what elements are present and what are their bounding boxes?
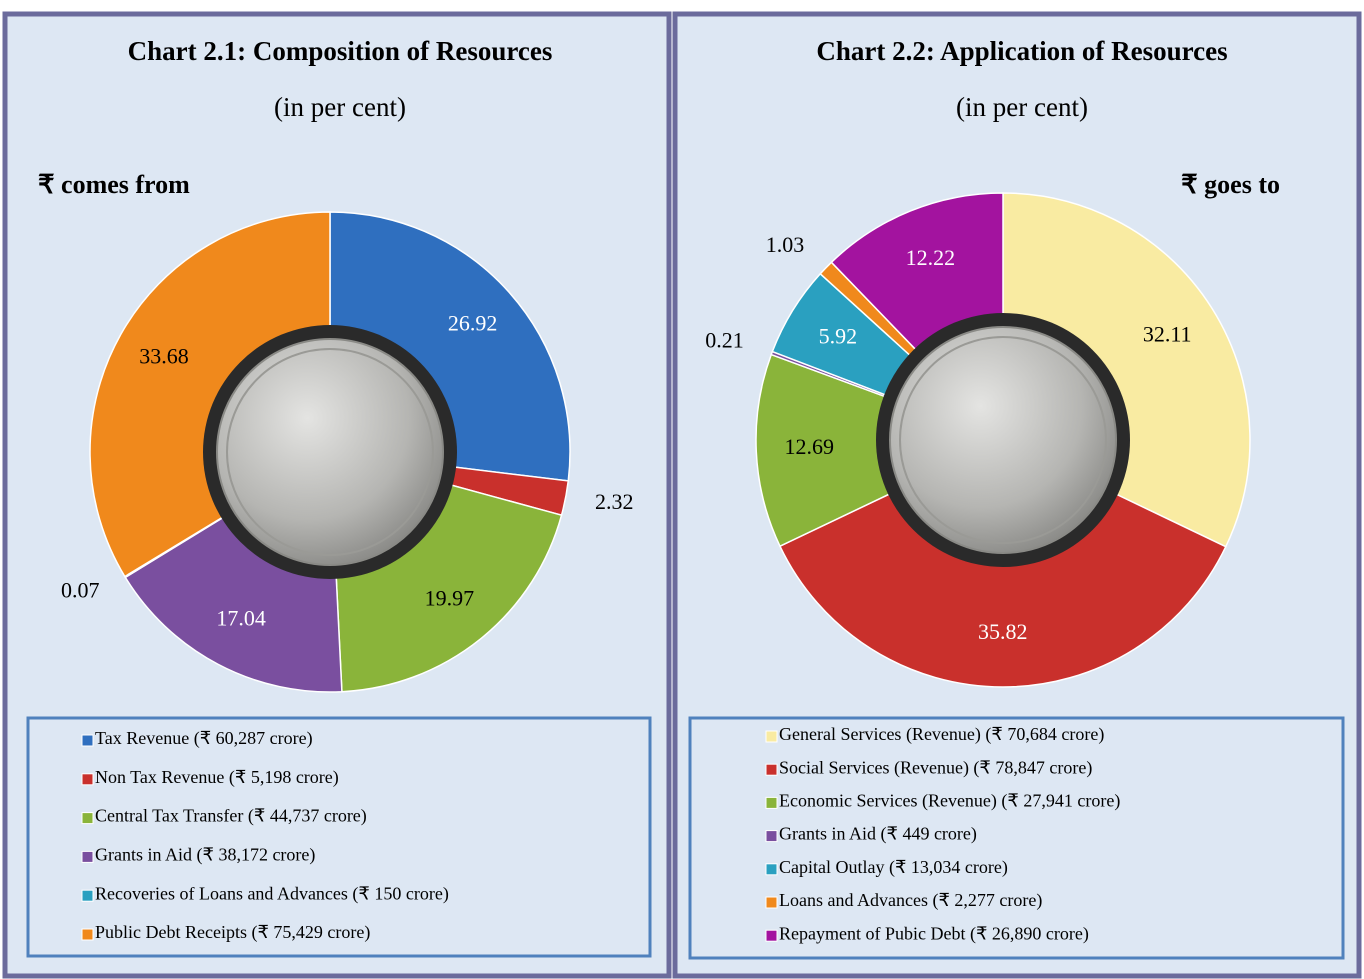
value-label: 33.68 [139, 344, 189, 369]
legend-swatch [766, 897, 777, 908]
legend-swatch [766, 764, 777, 775]
chart-subtitle: (in per cent) [274, 92, 406, 122]
legend-entry: Loans and Advances (₹ 2,277 crore) [779, 890, 1042, 911]
value-label: 12.69 [784, 434, 834, 459]
legend-entry: Public Debt Receipts (₹ 75,429 crore) [95, 922, 370, 943]
legend-swatch [766, 864, 777, 875]
legend-entry: Recoveries of Loans and Advances (₹ 150 … [95, 883, 449, 904]
legend-entry: Economic Services (Revenue) (₹ 27,941 cr… [779, 791, 1120, 812]
legend-swatch [82, 851, 93, 862]
legend-swatch [766, 797, 777, 808]
chart-title: Chart 2.2: Application of Resources [816, 36, 1227, 66]
value-label: 2.32 [595, 489, 634, 514]
legend-entry: Social Services (Revenue) (₹ 78,847 cror… [779, 757, 1092, 778]
legend-entry: Tax Revenue (₹ 60,287 crore) [95, 728, 313, 749]
page: Chart 2.1: Composition of Resources (in p… [0, 0, 1364, 979]
legend-swatch [82, 890, 93, 901]
value-label: 12.22 [906, 245, 956, 270]
coin [217, 339, 443, 565]
value-label: 26.92 [448, 311, 498, 336]
legend-swatch [766, 930, 777, 941]
legend-entry: Grants in Aid (₹ 38,172 crore) [95, 845, 315, 866]
legend-swatch [766, 731, 777, 742]
chart-caption: ₹ comes from [38, 170, 190, 199]
legend-entry: Grants in Aid (₹ 449 crore) [779, 824, 977, 845]
legend-swatch [82, 774, 93, 785]
value-label: 17.04 [216, 606, 266, 631]
value-label: 5.92 [819, 323, 858, 348]
value-label: 0.21 [705, 328, 744, 353]
chart-subtitle: (in per cent) [956, 92, 1088, 122]
legend-entry: Central Tax Transfer (₹ 44,737 crore) [95, 806, 367, 827]
value-label: 0.07 [61, 578, 100, 603]
value-label: 19.97 [425, 586, 475, 611]
value-label: 35.82 [978, 619, 1028, 644]
coin [890, 327, 1116, 553]
legend-entry: Non Tax Revenue (₹ 5,198 crore) [95, 767, 339, 788]
legend-swatch [766, 831, 777, 842]
legend-entry: Repayment of Pubic Debt (₹ 26,890 crore) [779, 923, 1089, 944]
legend-swatch [82, 813, 93, 824]
chart-title: Chart 2.1: Composition of Resources [128, 36, 553, 66]
legend-swatch [82, 735, 93, 746]
chart-caption: ₹ goes to [1181, 170, 1280, 199]
legend-entry: General Services (Revenue) (₹ 70,684 cro… [779, 724, 1104, 745]
legend-swatch [82, 929, 93, 940]
value-label: 32.11 [1143, 322, 1192, 347]
legend-entry: Capital Outlay (₹ 13,034 crore) [779, 857, 1008, 878]
value-label: 1.03 [766, 232, 805, 257]
